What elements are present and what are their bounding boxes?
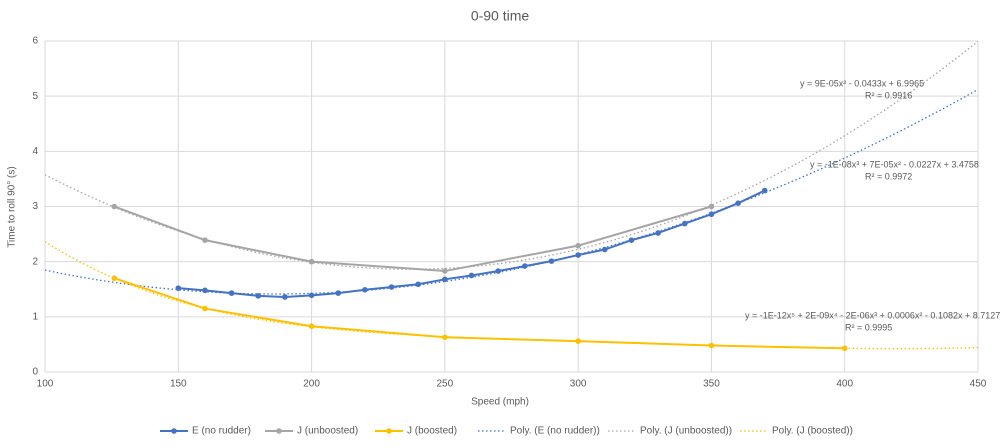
- legend-marker: [171, 428, 177, 434]
- trendline: [45, 41, 978, 270]
- data-point: [841, 345, 848, 352]
- legend-label: J (unboosted): [297, 426, 358, 437]
- data-point: [202, 287, 208, 294]
- data-point: [468, 272, 475, 279]
- x-tick-label: 450: [970, 379, 987, 390]
- series-line: [113, 205, 712, 273]
- data-point: [708, 203, 715, 210]
- legend-marker: [276, 428, 282, 434]
- legend-label: Poly. (J (boosted)): [772, 426, 853, 437]
- data-point: [681, 220, 688, 227]
- data-point: [708, 211, 715, 218]
- data-point: [575, 252, 581, 258]
- trendline-r2: R² = 0.9972: [865, 171, 912, 181]
- series-line: [113, 277, 845, 350]
- data-point: [442, 268, 448, 274]
- trendline-equation: y = -1E-12x⁵ + 2E-09x⁴ - 2E-06x³ + 0.000…: [745, 310, 1000, 320]
- data-point: [175, 285, 182, 291]
- y-axis-title: Time to roll 90° (s): [7, 166, 18, 247]
- data-point: [575, 242, 581, 249]
- x-tick-label: 400: [836, 379, 853, 390]
- y-tick-label: 6: [32, 36, 38, 47]
- x-tick-label: 150: [170, 379, 187, 390]
- data-point: [255, 293, 262, 299]
- y-tick-label: 2: [32, 256, 38, 267]
- legend-label: Poly. (J (unboosted)): [640, 426, 732, 437]
- data-point: [415, 281, 422, 288]
- y-tick-label: 4: [32, 146, 38, 157]
- data-point: [575, 338, 581, 344]
- y-tick-label: 5: [32, 91, 38, 102]
- data-point: [442, 334, 448, 341]
- data-point: [228, 290, 235, 296]
- x-tick-label: 250: [437, 379, 454, 390]
- y-tick-label: 1: [32, 311, 38, 322]
- y-tick-label: 0: [32, 367, 38, 378]
- data-point: [761, 187, 768, 194]
- x-tick-label: 350: [703, 379, 720, 390]
- trendline-r2: R² = 0.9995: [845, 322, 892, 332]
- data-point: [111, 275, 118, 282]
- data-point: [628, 237, 635, 243]
- legend-label: Poly. (E (no rudder)): [510, 426, 600, 437]
- data-point: [202, 237, 208, 243]
- legend-label: E (no rudder): [192, 426, 251, 437]
- data-point: [308, 292, 315, 299]
- chart-title: 0-90 time: [471, 8, 530, 24]
- data-point: [522, 263, 528, 269]
- y-tick-label: 3: [32, 201, 38, 212]
- data-point: [735, 200, 741, 206]
- legend-marker: [386, 428, 392, 434]
- data-point: [655, 230, 661, 236]
- data-point: [548, 258, 555, 264]
- data-point: [282, 294, 288, 300]
- data-point: [602, 246, 608, 253]
- data-point: [335, 290, 342, 296]
- data-point: [362, 287, 368, 293]
- data-point: [388, 284, 395, 290]
- x-tick-label: 100: [37, 379, 54, 390]
- data-point: [495, 268, 501, 274]
- data-point: [442, 276, 448, 283]
- trendline-equation: y = 9E-05x² - 0.0433x + 6.9965: [800, 78, 924, 88]
- legend-label: J (boosted): [407, 426, 457, 437]
- data-point: [308, 323, 315, 330]
- data-point: [708, 342, 715, 349]
- data-point: [308, 258, 315, 265]
- x-axis-title: Speed (mph): [471, 397, 529, 408]
- trendline-r2: R² = 0.9916: [865, 90, 912, 100]
- data-point: [202, 305, 208, 312]
- trendline: [45, 88, 978, 295]
- trendline-equation: y = -1E-08x³ + 7E-05x² - 0.0227x + 3.475…: [810, 159, 979, 169]
- x-tick-label: 200: [303, 379, 320, 390]
- data-point: [111, 203, 118, 210]
- x-tick-label: 300: [570, 379, 587, 390]
